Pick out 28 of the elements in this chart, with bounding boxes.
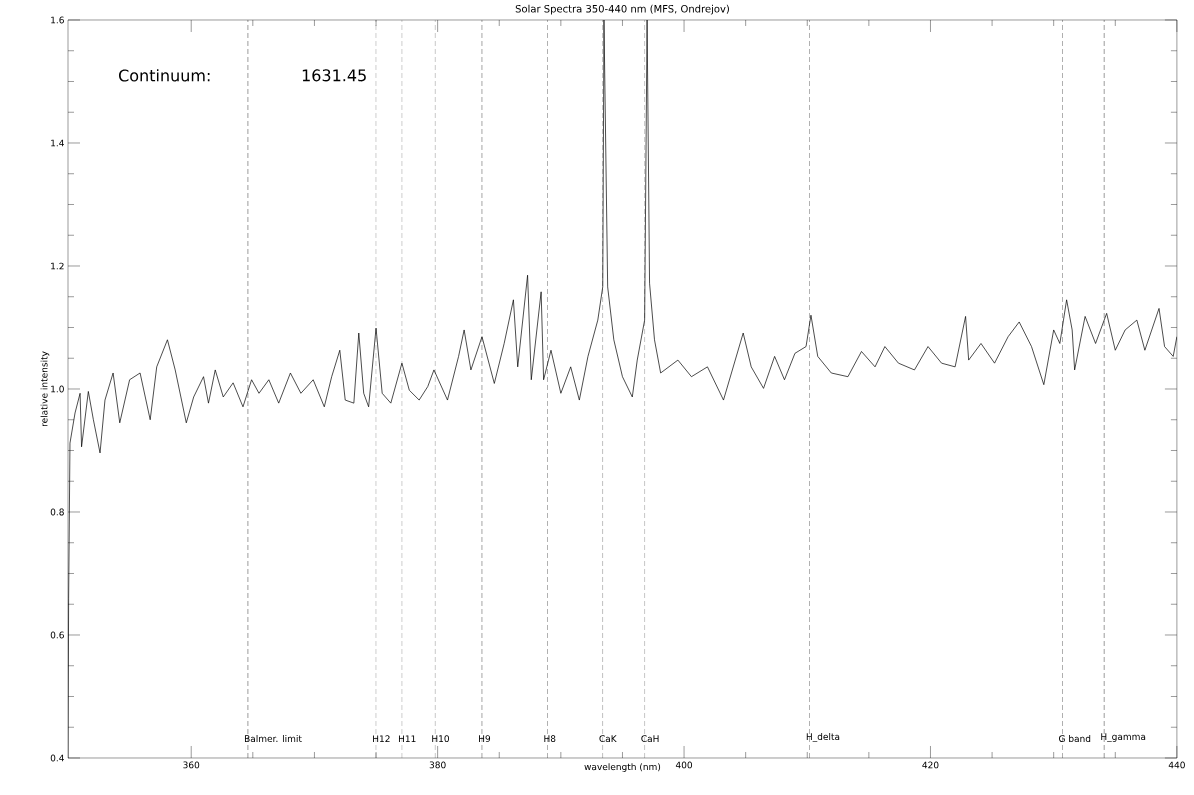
x-tick-label: 400 [675, 761, 693, 769]
ref-line-label: G band [1059, 735, 1091, 743]
annotation: Continuum: [119, 69, 210, 82]
y-tick-label: 1.2 [51, 262, 64, 270]
x-tick-label: 420 [922, 761, 939, 769]
x-axis-title: wavelength (nm) [584, 763, 661, 772]
ref-line-label: H9 [479, 735, 491, 743]
ref-line-label: H_gamma [1101, 733, 1146, 743]
ref-line-label: H8 [544, 735, 556, 743]
y-tick-label: 1.0 [51, 385, 64, 393]
x-tick-label: 440 [1168, 761, 1185, 769]
ref-line-label: CaH [641, 735, 659, 743]
annotation: 1631.45 [302, 69, 366, 82]
x-tick-label: 380 [429, 761, 446, 769]
y-tick-label: 0.4 [50, 754, 64, 762]
chart-title: Solar Spectra 350-440 nm (MFS, Ondrejov) [515, 4, 729, 15]
ref-line-label: H_delta [806, 733, 840, 743]
ref-line-label: Balmer. limit [244, 735, 302, 743]
y-tick-label: 1.4 [51, 139, 64, 147]
y-tick-label: 1.6 [51, 16, 64, 24]
y-axis-title: relative intensity [40, 351, 50, 427]
ref-line-label: CaK [599, 735, 617, 743]
ref-line-label: H11 [398, 735, 416, 743]
ref-line-label: H12 [373, 735, 390, 743]
x-tick-label: 360 [183, 761, 200, 769]
y-tick-label: 0.8 [50, 508, 64, 516]
ref-line-label: H10 [432, 735, 449, 743]
y-tick-label: 0.6 [50, 631, 64, 639]
